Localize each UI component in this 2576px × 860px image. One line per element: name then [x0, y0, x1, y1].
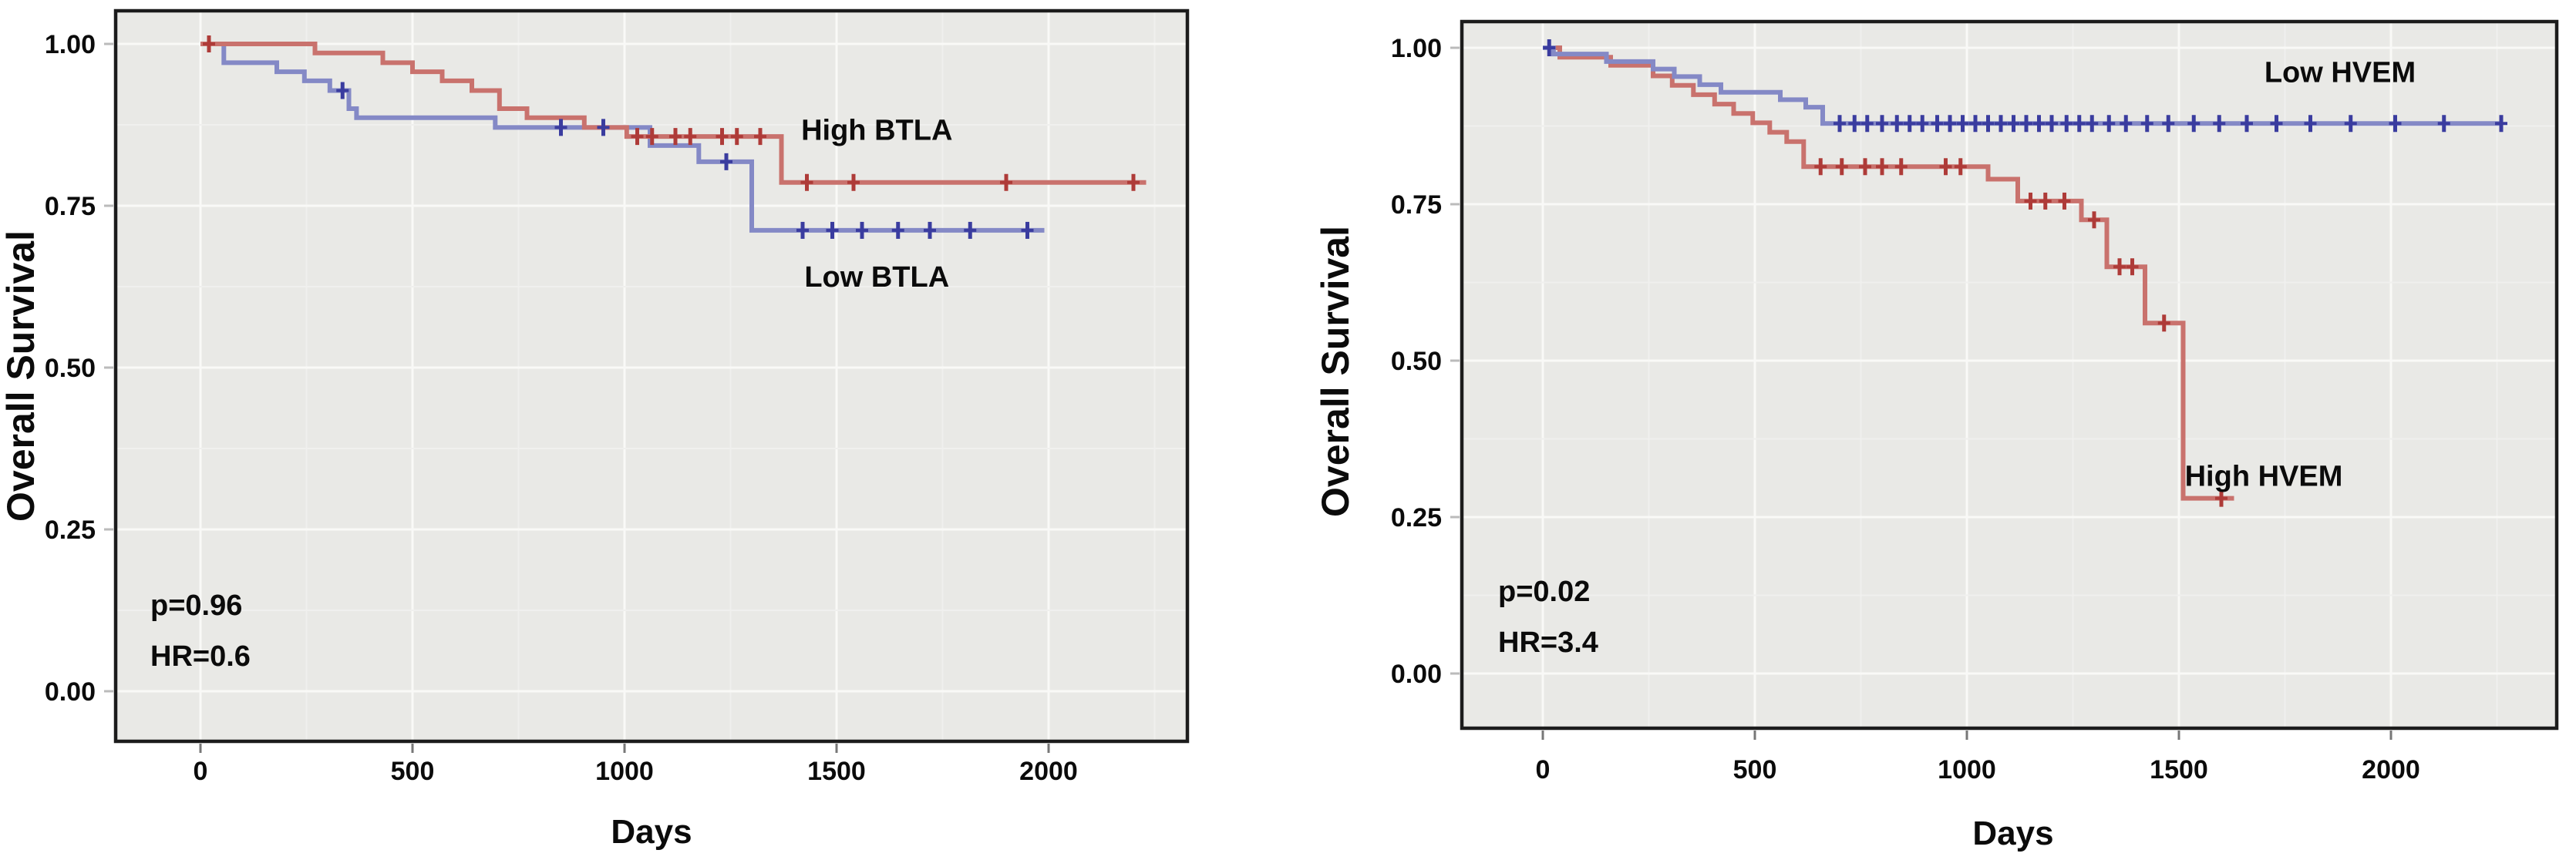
x-tick-label: 2000 — [2362, 755, 2420, 784]
plot-frame — [1460, 19, 2559, 731]
y-tick-label: 0.00 — [45, 677, 96, 707]
p-value-annotation: p=0.02 — [1498, 576, 1590, 608]
x-tick-label: 1000 — [595, 757, 654, 786]
curve-label-high-hvem: High HVEM — [2185, 460, 2343, 492]
curve-label-low-btla: Low BTLA — [804, 261, 949, 294]
hazard-ratio-annotation: HR=3.4 — [1498, 627, 1598, 659]
y-axis-title: Overall Survival — [1314, 226, 1357, 517]
x-tick-label: 500 — [1733, 755, 1777, 784]
km-curve-low-hvem — [1543, 45, 2501, 126]
x-axis-title: Days — [1972, 815, 2053, 852]
plot-frame — [113, 8, 1190, 744]
y-tick-label: 0.50 — [45, 354, 96, 383]
curve-label-high-btla: High BTLA — [801, 114, 952, 146]
km-curve-high-btla — [200, 42, 1147, 185]
p-value-annotation: p=0.96 — [150, 590, 242, 622]
y-tick-label: 1.00 — [1391, 34, 1442, 63]
curve-label-low-hvem: Low HVEM — [2265, 57, 2416, 89]
x-axis-title: Days — [611, 813, 692, 851]
km-curve-high-hvem — [1543, 45, 2234, 501]
y-tick-label: 0.25 — [45, 516, 96, 545]
km-curve-low-btla — [200, 42, 1045, 233]
y-axis-title: Overall Survival — [0, 230, 42, 522]
x-tick-label: 0 — [194, 757, 208, 786]
km-panel-hvem: 0 500 1000 1500 2000 1.00 0.75 0.50 0.25 0.00 Days… — [1288, 0, 2576, 860]
km-chart-hvem: 0 500 1000 1500 2000 1.00 0.75 0.50 0.25 0.00 Days… — [1314, 19, 2559, 852]
x-tick-label: 1500 — [2150, 755, 2208, 784]
y-tick-label: 1.00 — [45, 30, 96, 59]
km-panel-btla: 0 500 1000 1500 2000 1.00 0.75 0.50 0.25 0.00 Days… — [0, 8, 1190, 851]
x-tick-label: 1500 — [807, 757, 866, 786]
x-tick-label: 2000 — [1019, 757, 1078, 786]
y-tick-label: 0.25 — [1391, 503, 1442, 532]
y-tick-label: 0.00 — [1391, 660, 1442, 689]
y-tick-label: 0.75 — [45, 192, 96, 221]
plot-background — [1462, 22, 2557, 728]
y-tick-label: 0.75 — [1391, 190, 1442, 220]
km-chart-btla: 0 500 1000 1500 2000 1.00 0.75 0.50 0.25 0.00 Days… — [0, 8, 1190, 851]
x-tick-label: 1000 — [1938, 755, 1996, 784]
plot-background — [116, 11, 1187, 741]
y-tick-label: 0.50 — [1391, 347, 1442, 376]
hazard-ratio-annotation: HR=0.6 — [150, 640, 251, 673]
x-tick-label: 500 — [391, 757, 435, 786]
x-tick-label: 0 — [1536, 755, 1551, 784]
